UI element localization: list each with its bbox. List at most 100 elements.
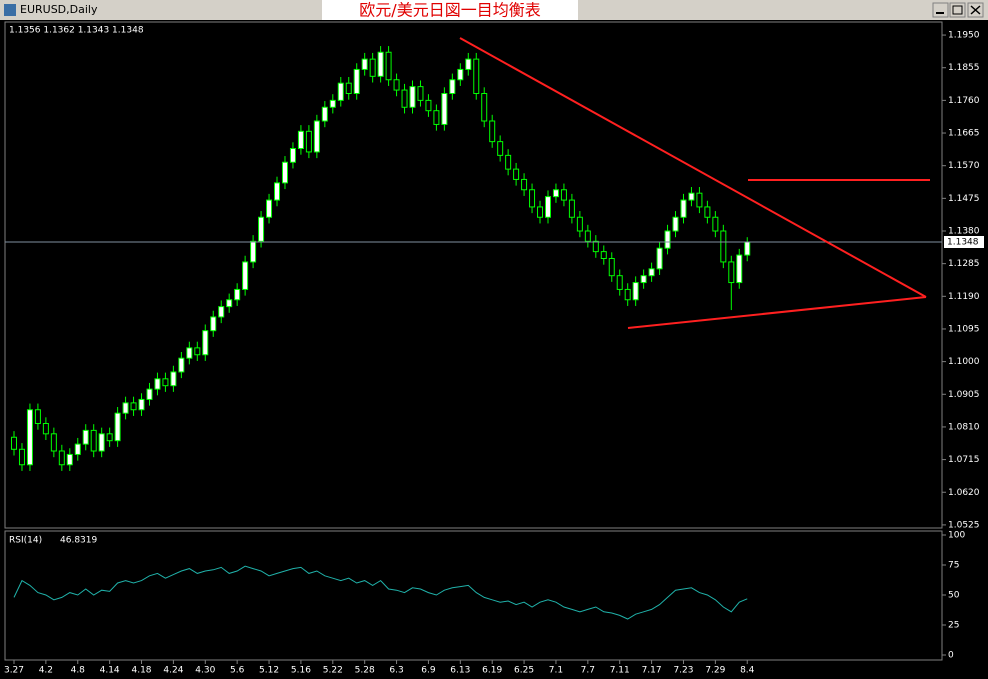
x-tick-label: 5.28: [355, 666, 375, 676]
x-tick-label: 4.14: [100, 666, 120, 676]
y-tick-label: 1.0905: [948, 390, 980, 400]
candle-body: [90, 429, 97, 452]
candle-body: [584, 230, 591, 242]
candle-body: [34, 409, 41, 424]
candle-body: [664, 230, 671, 249]
x-tick-label: 6.3: [389, 666, 403, 676]
y-tick-label: 1.0620: [948, 488, 980, 498]
candle-body: [130, 402, 137, 411]
candle-body: [226, 299, 233, 308]
candle-body: [250, 240, 257, 263]
candle-body: [281, 161, 288, 184]
candle-body: [258, 216, 265, 242]
y-tick-label: 1.1570: [948, 161, 980, 171]
candle-body: [186, 347, 193, 359]
x-tick-label: 6.13: [450, 666, 470, 676]
x-tick-label: 6.25: [514, 666, 534, 676]
candle-body: [122, 402, 129, 414]
y-tick-label: 1.1190: [948, 292, 980, 302]
trend-lines: [459, 37, 930, 329]
candle-body: [50, 433, 57, 452]
candle-body: [696, 192, 703, 208]
x-tick-label: 4.2: [39, 666, 53, 676]
candle-body: [552, 189, 559, 198]
rsi-line: [13, 565, 748, 620]
maximize-icon: [952, 5, 963, 15]
candle-body: [42, 423, 49, 435]
candle-body: [672, 216, 679, 232]
candle-body: [218, 306, 225, 318]
candle-body: [353, 68, 360, 94]
candle-body: [138, 398, 145, 411]
x-tick-label: 5.6: [230, 666, 245, 676]
candle-body: [202, 330, 209, 356]
x-tick-label: 8.4: [740, 666, 755, 676]
candle-body: [409, 86, 416, 108]
candle-body: [592, 240, 599, 253]
candle-body: [178, 357, 185, 373]
candle-body: [393, 79, 400, 91]
y-tick-label: 75: [948, 561, 959, 571]
candle-body: [544, 196, 551, 218]
candle-body: [401, 89, 408, 108]
x-tick-label: 7.29: [705, 666, 725, 676]
candle-body: [433, 110, 440, 125]
y-tick-label: 50: [948, 591, 960, 601]
candle-body: [289, 148, 296, 163]
candle-body: [345, 82, 352, 94]
candle-body: [18, 448, 25, 466]
x-tick-label: 3.27: [4, 666, 24, 676]
minimize-button[interactable]: [932, 2, 949, 18]
candle-body: [170, 371, 177, 387]
chart-title: 欧元/美元日図一目均衡表: [359, 1, 540, 20]
main-pane: [4, 21, 943, 529]
candle-body: [473, 58, 480, 94]
x-tick-label: 4.8: [71, 666, 86, 676]
y-tick-label: 1.0810: [948, 422, 980, 432]
candle-body: [680, 199, 687, 218]
x-tick-label: 5.16: [291, 666, 311, 676]
candle-body: [449, 79, 456, 94]
candle-body: [234, 288, 241, 301]
candle-body: [736, 254, 743, 284]
y-tick-label: 1.1285: [948, 259, 980, 269]
x-tick-label: 7.1: [549, 666, 563, 676]
candle-body: [616, 275, 623, 290]
y-tick-label: 1.1950: [948, 31, 980, 41]
candle-body: [465, 58, 472, 70]
candle-body: [114, 412, 121, 442]
y-tick-label: 1.0715: [948, 455, 980, 465]
candle-body: [274, 182, 281, 201]
candle-body: [82, 429, 89, 445]
candle-body: [210, 316, 217, 332]
candle-body: [305, 130, 312, 153]
x-tick-label: 6.19: [482, 666, 502, 676]
y-tick-label: 1.0525: [948, 520, 980, 530]
candle-body: [441, 93, 448, 125]
candle-body: [624, 288, 631, 301]
x-tick-label: 5.12: [259, 666, 279, 676]
x-tick-label: 7.17: [642, 666, 662, 676]
candle-body: [66, 453, 73, 466]
y-tick-label: 1.1855: [948, 63, 980, 73]
title-box: [322, 0, 578, 20]
candle-body: [688, 192, 695, 201]
window-title: EURUSD,Daily: [20, 3, 98, 16]
candle-body: [648, 268, 655, 277]
candle-body: [704, 206, 711, 218]
rsi-title: RSI(14): [9, 536, 42, 546]
candle-body: [337, 82, 344, 101]
x-tick-label: 7.11: [610, 666, 630, 676]
y-tick-label: 100: [948, 531, 965, 541]
candle-body: [321, 106, 328, 122]
x-tick-label: 6.9: [421, 666, 436, 676]
candle-body: [361, 58, 368, 70]
candle-body: [417, 86, 424, 101]
candle-body: [632, 282, 639, 301]
y-tick-label: 1.1665: [948, 129, 980, 139]
y-tick-label: 1.1380: [948, 227, 980, 237]
x-tick-label: 4.24: [163, 666, 183, 676]
maximize-button[interactable]: [949, 2, 966, 18]
